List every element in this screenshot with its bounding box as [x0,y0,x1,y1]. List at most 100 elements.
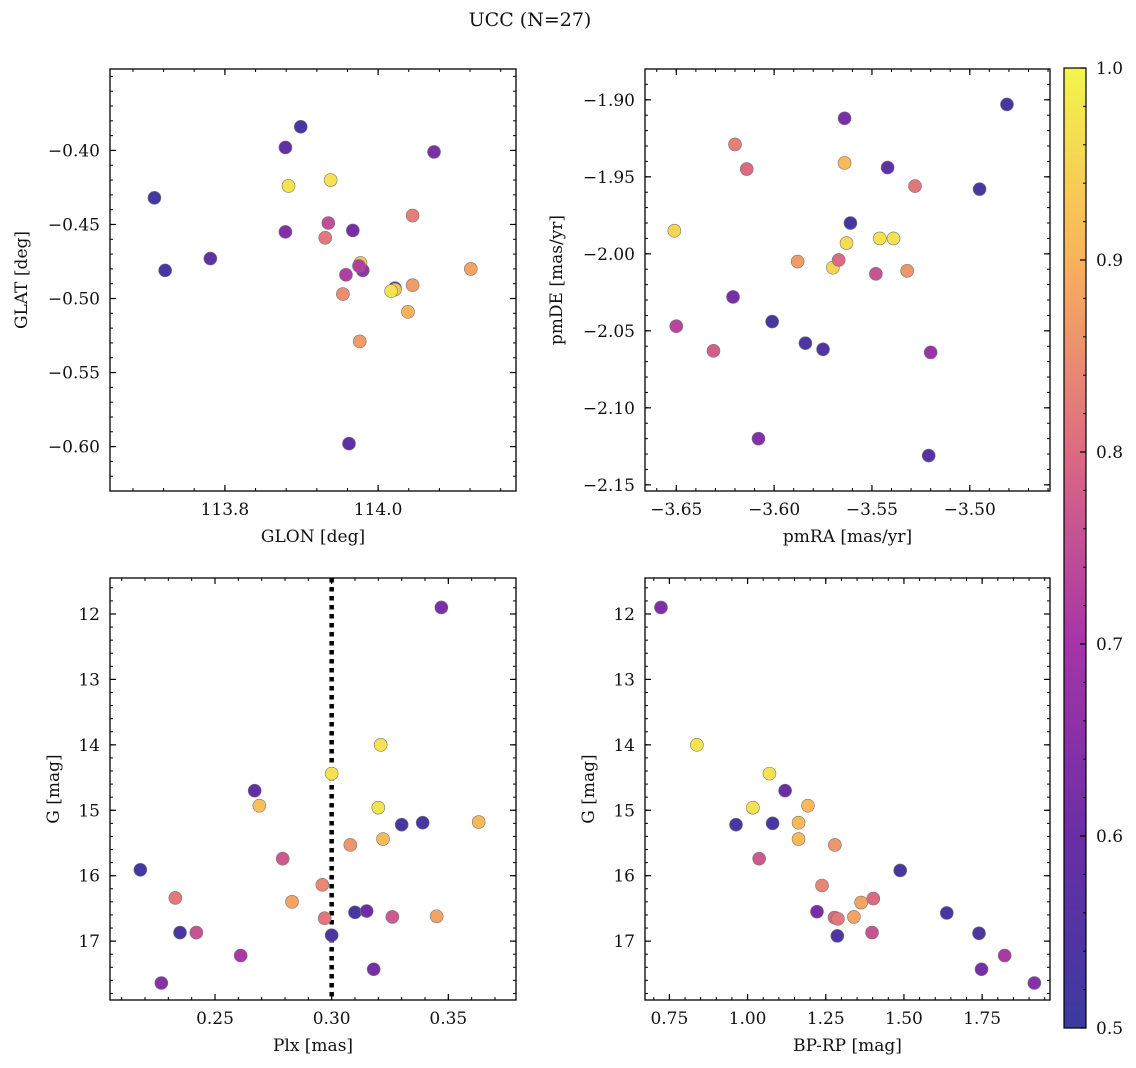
data-point [133,863,148,877]
data-point [801,798,815,813]
data-point [828,838,842,852]
data-point [921,448,936,463]
data-point [765,816,780,831]
y-tick-label: −2.00 [583,245,635,265]
y-tick-label: 15 [613,801,635,821]
data-point [275,851,290,866]
data-point [405,278,420,292]
data-point [323,173,338,187]
data-point [816,342,830,357]
y-tick-label: 12 [613,605,635,625]
data-point [315,878,330,892]
x-tick-label: −3.50 [944,500,996,520]
data-point [839,236,854,250]
data-point [427,145,441,159]
colorbar-tick-label: 0.9 [1096,251,1123,271]
data-point [706,344,721,358]
data-point [324,928,339,943]
y-tick-label: −2.05 [583,322,635,342]
y-tick-label: −2.15 [583,476,635,496]
y-tick-label: −1.90 [583,91,635,111]
data-point [318,231,333,245]
y-tick-label: 14 [78,736,100,756]
data-point [798,336,813,350]
data-point [830,929,845,943]
data-point [778,783,792,798]
y-tick-label: 17 [78,932,100,952]
y-tick-label: 12 [78,605,100,625]
data-point [352,334,367,349]
y-axis-label: GLAT [deg] [12,231,32,329]
panels: 113.8 114.0 −0.40 −0.45 −0.50 −0.55 −0.60 GLON … [12,68,1051,1056]
data-point [158,263,172,278]
panel-plx: 0.25 0.30 0.35 12 13 14 15 16 17 Plx [mas] G [mag] [44,577,517,1056]
data-point [843,216,858,230]
y-tick-label: 15 [78,801,100,821]
colorbar: 0.5 0.6 0.7 0.8 0.9 1.0 [1063,59,1123,1039]
data-point [434,600,449,615]
data-point [339,268,353,282]
panel-radec: 113.8 114.0 −0.40 −0.45 −0.50 −0.55 −0.60 GLON … [12,68,517,547]
data-point [203,251,218,266]
data-point [371,800,386,815]
y-tick-label: −0.50 [48,290,100,310]
data-point [343,838,358,852]
x-tick-label: 0.30 [313,1009,351,1029]
colorbar-gradient [1063,67,1087,1029]
data-point [189,925,204,940]
data-point [278,225,293,239]
y-tick-label: 13 [78,670,100,690]
data-point [669,319,684,334]
data-point [729,817,743,832]
y-tick-label: −0.40 [48,141,100,161]
data-point [147,191,162,205]
y-tick-label: −2.10 [583,399,635,419]
data-point [831,253,846,267]
data-point [923,345,938,360]
axes-frame [109,68,517,492]
data-point [762,766,777,781]
data-point [865,925,879,940]
x-tick-label: 1.00 [729,1009,767,1029]
colorbar-tick-label: 0.8 [1096,443,1123,463]
data-point [974,962,989,977]
data-point [752,851,766,866]
y-tick-label: −0.55 [48,364,100,384]
x-tick-label: 1.75 [963,1009,1001,1029]
data-point [405,208,420,223]
data-point [1000,97,1014,112]
colorbar-tick-label: 0.5 [1096,1019,1123,1039]
x-axis-label: Plx [mas] [273,1036,353,1056]
data-point [837,156,852,170]
data-point [359,904,374,918]
data-point [401,305,415,319]
axes-frame [644,68,1051,492]
x-axis-label: pmRA [mas/yr] [783,527,912,547]
figure-title: UCC (N=27) [469,9,592,31]
x-tick-label: −3.60 [748,500,800,520]
data-point [348,905,362,920]
data-point [837,111,852,126]
data-point [173,925,187,940]
data-point [872,231,887,246]
data-point [654,600,668,615]
y-tick-label: −1.95 [583,168,635,188]
y-tick-label: −0.60 [48,438,100,458]
data-point [321,216,336,230]
data-point [939,906,954,920]
data-point [415,815,430,830]
panel-pms: −3.65 −3.60 −3.55 −3.50 −1.90 −1.95 −2.00 −2.05… [547,68,1051,547]
x-axis-label: GLON [deg] [261,527,365,547]
x-tick-label: 0.35 [429,1009,467,1029]
data-point [815,878,829,893]
x-tick-label: 1.25 [807,1009,845,1029]
x-tick-label: 0.75 [650,1009,688,1029]
y-tick-label: 13 [613,670,635,690]
data-point [667,223,682,238]
data-point [366,962,381,977]
data-point [464,262,478,276]
data-point [285,895,299,909]
data-point [252,798,267,813]
data-point [346,223,360,238]
data-point [900,263,914,278]
